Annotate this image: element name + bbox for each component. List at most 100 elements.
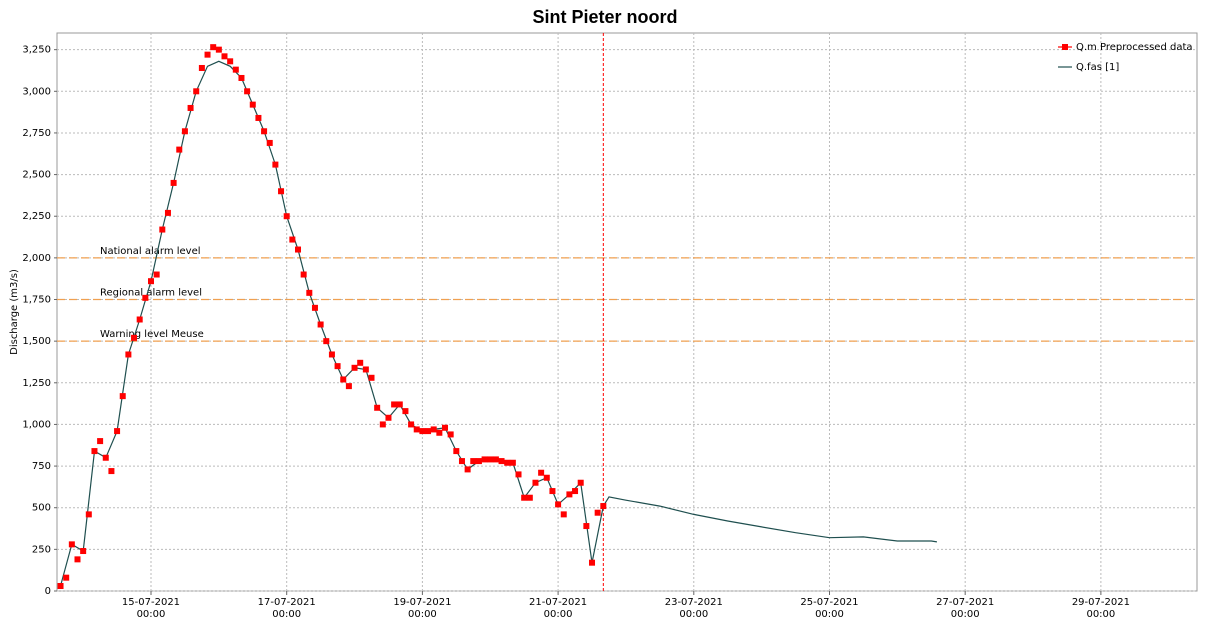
data-point	[295, 246, 302, 253]
data-point	[345, 383, 352, 390]
data-point	[481, 456, 488, 463]
data-point	[408, 421, 415, 428]
data-point	[283, 213, 290, 220]
data-point	[85, 511, 92, 518]
data-point	[125, 351, 132, 358]
data-point	[453, 448, 460, 455]
data-point	[509, 459, 516, 466]
y-tick-label: 1,000	[22, 419, 51, 430]
data-point	[470, 458, 477, 465]
x-tick-label: 15-07-2021 00:00	[121, 597, 181, 619]
data-point	[340, 376, 347, 383]
data-point	[311, 304, 318, 311]
data-point	[328, 351, 335, 358]
data-point	[475, 458, 482, 465]
data-point	[532, 479, 539, 486]
x-tick-label: 29-07-2021 00:00	[1071, 597, 1130, 619]
data-point	[210, 44, 217, 51]
data-point	[464, 466, 471, 473]
data-point	[114, 428, 121, 435]
data-point	[176, 146, 183, 153]
x-tick-label: 27-07-2021 00:00	[936, 597, 995, 619]
data-point	[402, 408, 409, 415]
x-tick-label: 21-07-2021 00:00	[529, 597, 588, 619]
y-tick-label: 1,250	[22, 378, 51, 389]
data-point	[425, 428, 432, 435]
data-point	[136, 316, 143, 323]
data-point	[447, 431, 454, 438]
y-tick-label: 500	[32, 503, 51, 514]
data-point	[102, 454, 109, 461]
x-tick-label: 17-07-2021 00:00	[257, 597, 316, 619]
x-tick-label: 23-07-2021 00:00	[664, 597, 723, 619]
data-point	[385, 414, 392, 421]
data-point	[215, 46, 222, 53]
legend-label: Q.m Preprocessed data	[1076, 42, 1193, 53]
data-point	[504, 459, 511, 466]
data-point	[74, 556, 81, 563]
y-tick-label: 3,250	[22, 45, 51, 56]
data-point	[153, 271, 160, 278]
chart-title: Sint Pieter noord	[532, 7, 677, 27]
data-point	[555, 501, 562, 508]
data-point	[266, 139, 273, 146]
data-point	[538, 469, 545, 476]
data-point	[91, 448, 98, 455]
data-point	[221, 53, 228, 60]
reference-label: National alarm level	[100, 246, 201, 257]
data-point	[600, 503, 607, 510]
x-tick-label: 19-07-2021 00:00	[393, 597, 452, 619]
data-point	[57, 583, 64, 590]
data-point	[572, 488, 579, 495]
data-point	[300, 271, 307, 278]
x-tick-label: 25-07-2021 00:00	[800, 597, 859, 619]
data-point	[323, 338, 330, 345]
data-point	[80, 548, 87, 555]
legend-marker	[1062, 44, 1068, 50]
y-tick-label: 1,500	[22, 336, 51, 347]
data-point	[351, 364, 358, 371]
data-point	[549, 488, 556, 495]
data-point	[278, 188, 285, 195]
data-point	[232, 66, 239, 73]
y-tick-label: 2,250	[22, 211, 51, 222]
data-point	[198, 64, 205, 71]
data-point	[159, 226, 166, 233]
data-point	[244, 88, 251, 95]
data-point	[379, 421, 386, 428]
data-point	[187, 104, 194, 111]
data-point	[170, 179, 177, 186]
data-point	[261, 128, 268, 135]
y-axis-label: Discharge (m3/s)	[9, 269, 20, 355]
data-point	[164, 209, 171, 216]
data-point	[119, 393, 126, 400]
data-point	[63, 574, 70, 581]
data-point	[589, 559, 596, 566]
data-point	[357, 359, 364, 366]
data-point	[362, 366, 369, 373]
data-point	[193, 88, 200, 95]
reference-label: Regional alarm level	[100, 288, 202, 299]
data-point	[374, 404, 381, 411]
data-point	[583, 523, 590, 530]
data-point	[391, 401, 398, 408]
y-tick-label: 0	[45, 586, 51, 597]
data-point	[227, 58, 234, 65]
data-point	[396, 401, 403, 408]
data-point	[577, 479, 584, 486]
y-tick-label: 1,750	[22, 295, 51, 306]
data-point	[419, 428, 426, 435]
y-tick-label: 2,750	[22, 128, 51, 139]
data-point	[487, 456, 494, 463]
data-point	[255, 114, 262, 121]
data-point	[442, 424, 449, 431]
data-point	[181, 128, 188, 135]
y-tick-label: 250	[32, 544, 51, 555]
data-point	[289, 236, 296, 243]
data-point	[526, 494, 533, 501]
y-tick-label: 750	[32, 461, 51, 472]
data-point	[492, 456, 499, 463]
reference-label: Warning level Meuse	[100, 329, 204, 340]
